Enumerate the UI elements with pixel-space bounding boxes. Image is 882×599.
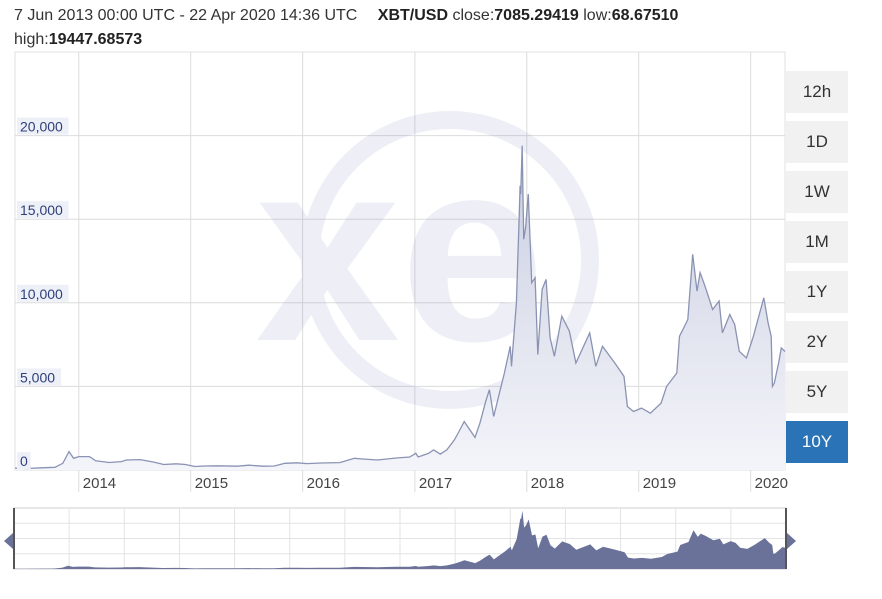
x-tick-label: 2019: [643, 475, 676, 492]
x-axis-labels: 2014 2015 2016 2017 2018 2019 2020: [83, 475, 788, 492]
y-tick-label-bg: [17, 284, 69, 302]
high-label: high:: [14, 31, 49, 48]
close-label: close:: [452, 7, 495, 24]
y-tick-label: 5,000: [20, 369, 55, 385]
price-area: [15, 145, 785, 470]
y-tick-label: 10,000: [20, 286, 63, 302]
range-selector: 12h 1D 1W 1M 1Y 2Y 5Y 10Y: [786, 71, 848, 471]
chart-header: 7 Jun 2013 00:00 UTC - 22 Apr 2020 14:36…: [14, 4, 784, 52]
high-value: 19447.68573: [48, 31, 143, 48]
close-value: 7085.29419: [494, 7, 579, 24]
range-10y-button[interactable]: 10Y: [786, 421, 848, 463]
x-tick-label: 2014: [83, 475, 116, 492]
y-tick-label: 0: [20, 453, 28, 469]
x-tick-label: 2020: [755, 475, 788, 492]
range-12h-button[interactable]: 12h: [786, 71, 848, 113]
range-5y-button[interactable]: 5Y: [786, 371, 848, 413]
low-label: low:: [583, 7, 612, 24]
navigator-left-handle[interactable]: [4, 533, 13, 549]
xe-watermark: xe: [255, 106, 599, 409]
x-tick-label: 2018: [531, 475, 564, 492]
range-1y-button[interactable]: 1Y: [786, 271, 848, 313]
range-1m-button[interactable]: 1M: [786, 221, 848, 263]
y-axis-labels: 0 5,000 10,000 15,000 20,000: [17, 117, 69, 469]
y-tick-label-bg: [17, 452, 31, 469]
y-tick-label: 20,000: [20, 119, 63, 135]
x-tick-label: 2015: [195, 475, 228, 492]
y-tick-label: 15,000: [20, 202, 63, 218]
y-tick-label-bg: [17, 201, 69, 219]
low-value: 68.67510: [611, 7, 679, 24]
y-tick-label-bg: [17, 117, 69, 135]
y-tick-label-bg: [17, 368, 61, 386]
watermark-text: xe: [255, 106, 544, 396]
plot-background: [14, 51, 786, 471]
navigator-right-handle[interactable]: [787, 533, 796, 549]
range-2y-button[interactable]: 2Y: [786, 321, 848, 363]
currency-pair: XBT/USD: [377, 7, 449, 24]
date-range: 7 Jun 2013 00:00 UTC - 22 Apr 2020 14:36…: [14, 7, 358, 24]
range-1d-button[interactable]: 1D: [786, 121, 848, 163]
x-tick-label: 2016: [307, 475, 340, 492]
x-tick-label: 2017: [419, 475, 452, 492]
range-1w-button[interactable]: 1W: [786, 171, 848, 213]
price-line: [14, 145, 786, 470]
